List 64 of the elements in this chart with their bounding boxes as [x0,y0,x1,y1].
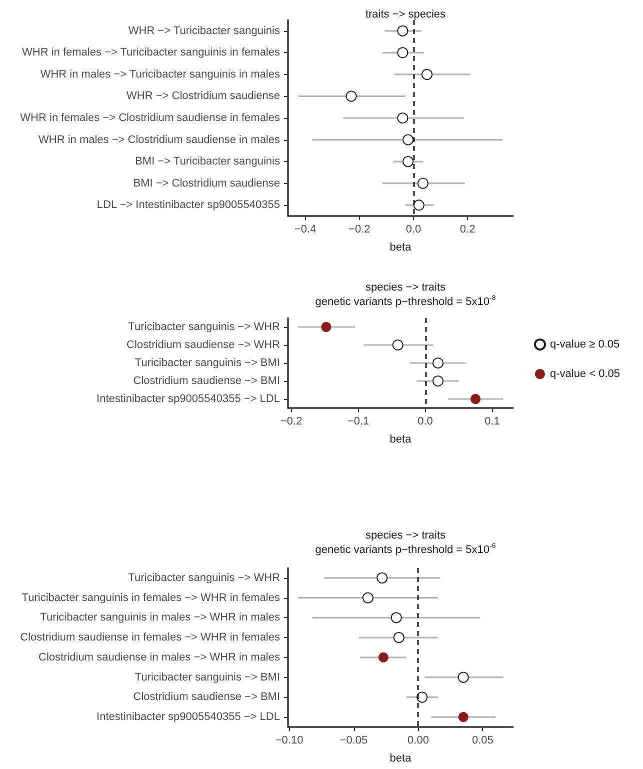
y-tick-label: Clostridium saudiense −> BMI [133,691,280,704]
x-axis-title: beta [390,242,412,254]
point [397,112,408,124]
point [376,572,388,584]
x-tick-label: 0.1 [484,416,500,428]
point [402,156,414,168]
x-tick-label: −0.4 [294,224,316,236]
legend-label: q-value ≥ 0.05 [550,338,620,350]
point [432,376,444,386]
point [397,47,408,58]
point [458,712,468,722]
point [378,652,388,662]
y-tick-label: WHR in females −> Turicibacter sanguinis in females [22,46,280,59]
x-tick-label: −0.1 [347,416,370,428]
point [417,178,428,189]
y-tick-label: WHR in females −> Clostridium saudiense in females [20,112,280,124]
legend-label: q-value < 0.05 [550,368,620,380]
y-tick-label: WHR in males −> Clostridium saudiense in males [38,134,280,146]
y-tick-label: Turicibacter sanguinis −> BMI [134,357,280,369]
point [432,358,444,368]
point [470,394,480,404]
y-tick-label: Turicibacter sanguinis in males −> WHR in males [40,612,280,624]
y-tick-label: Turicibacter sanguinis in females −> WHR in females [22,592,280,604]
y-tick-label: Turicibacter sanguinis −> WHR [128,321,280,333]
y-tick-label: BMI −> Clostridium saudiense [133,177,280,190]
y-tick-label: LDL −> Intestinibacter sp9005540355 [96,199,280,212]
x-tick-label: −0.2 [280,416,302,428]
x-tick-label: 0.0 [418,416,433,428]
point [392,340,404,350]
point [390,612,402,624]
chart-title: traits −> species [365,8,446,20]
y-tick-label: WHR −> Turicibacter sanguinis [128,24,280,37]
y-tick-label: Turicibacter sanguinis −> WHR [128,572,280,584]
point [362,592,374,604]
point [416,692,428,703]
x-tick-label: −0.2 [348,224,370,236]
y-tick-label: Clostridium saudiense −> BMI [133,375,280,387]
x-axis-title: beta [390,434,412,446]
point [393,632,404,644]
x-tick-label: 0.0 [406,224,422,236]
y-tick-label: Turicibacter sanguinis −> BMI [134,671,280,684]
point [458,672,469,683]
y-tick-label: Intestinibacter sp9005540355 −> LDL [96,393,280,405]
point [422,68,432,80]
y-tick-label: WHR −> Clostridium saudiense [126,90,280,102]
point [321,322,332,332]
y-tick-label: Clostridium saudiense in females −> WHR in females [20,632,280,644]
point [402,134,414,146]
x-tick-label: 0.05 [472,734,494,746]
y-tick-label: Clostridium saudiense in males −> WHR in males [38,651,280,664]
chart-title: species −> traits [365,282,446,294]
y-tick-label: Intestinibacter sp9005540355 −> LDL [96,711,280,724]
x-tick-label: −0.10 [275,734,304,746]
x-axis-title: beta [390,752,412,764]
x-tick-label: 0.00 [408,734,429,746]
point [413,200,424,211]
y-tick-label: WHR in males −> Turicibacter sanguinis in males [40,68,280,80]
point [397,25,408,36]
point [346,90,357,102]
y-tick-label: BMI −> Turicibacter sanguinis [135,156,280,168]
x-tick-label: 0.2 [460,224,476,236]
y-tick-label: Clostridium saudiense −> WHR [126,339,280,351]
chart-title: species −> traits [365,530,446,542]
x-tick-label: −0.05 [340,734,368,746]
